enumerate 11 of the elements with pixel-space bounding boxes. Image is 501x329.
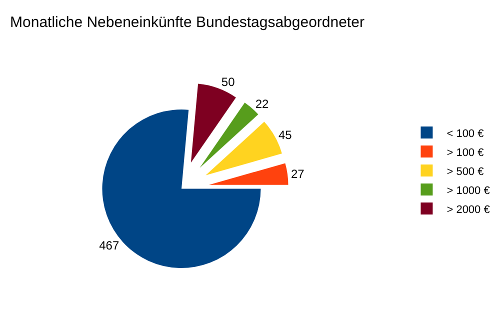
data-label: 27 — [290, 166, 305, 181]
data-label: 45 — [278, 128, 292, 142]
legend-label: < 100 € — [446, 128, 484, 140]
legend-label: > 100 € — [446, 146, 484, 159]
legend-label: > 2000 € — [446, 204, 490, 216]
data-label: 467 — [99, 238, 120, 252]
data-label: 50 — [221, 74, 236, 89]
legend-label: > 1000 € — [446, 184, 490, 197]
chart-title: Monatliche Nebeneinkünfte Bundestagsabgeordneter — [10, 14, 364, 31]
data-label: 22 — [255, 97, 270, 112]
legend-label: > 500 € — [446, 166, 484, 178]
